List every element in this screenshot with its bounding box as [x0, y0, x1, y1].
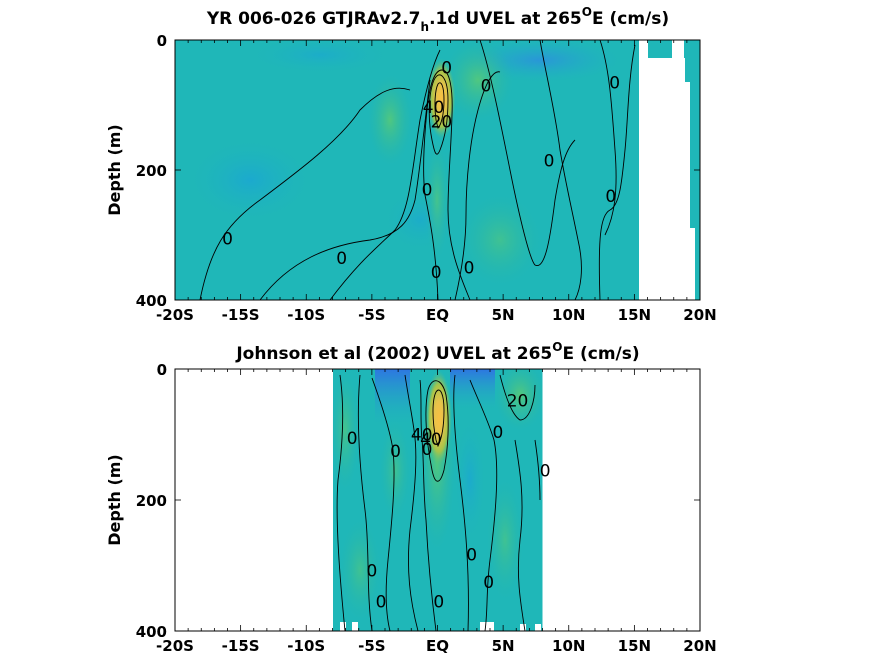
contour-label: 40 [423, 98, 445, 118]
title-superscript: O [552, 340, 562, 354]
contour-label: 0 [431, 263, 442, 283]
panel-obs-x-axis: -20S -15S -10S -5S EQ 5N 10N 15N 20N [156, 369, 717, 655]
contour-label: 20 [431, 112, 453, 132]
contour-label: 0 [441, 58, 452, 78]
title-subscript: h [421, 20, 430, 34]
contour-label: 0 [347, 429, 358, 449]
x-tick-label: -5S [358, 306, 385, 324]
y-tick-label: 200 [136, 492, 167, 510]
contour-label: 0 [422, 440, 433, 460]
contour-label: 0 [376, 593, 387, 613]
panel-obs-ylabel: Depth (m) [105, 454, 124, 546]
panel-model-contours [199, 39, 636, 301]
contour-label: 0 [540, 462, 551, 482]
panel-model-x-axis: -20S -15S -10S -5S EQ 5N 10N 15N 20N [156, 40, 717, 324]
x-tick-label: -10S [287, 637, 325, 655]
contour-label: 0 [366, 562, 377, 582]
panel-model-field [175, 40, 700, 300]
panel-model: YR 006-026 GTJRAv2.7h.1d UVEL at 265OE (… [105, 5, 717, 324]
title-superscript: O [582, 5, 592, 19]
y-tick-label: 0 [157, 32, 167, 50]
x-tick-label: 10N [552, 637, 585, 655]
contour-label: 0 [433, 593, 444, 613]
contour-label: 40 [411, 426, 433, 446]
panel-obs-title: Johnson et al (2002) UVEL at 265OE (cm/s… [235, 340, 639, 364]
x-tick-label: -15S [222, 637, 260, 655]
jet-core [425, 370, 452, 467]
contour-label: 0 [605, 187, 616, 207]
x-tick-label: 5N [492, 637, 515, 655]
y-tick-label: 400 [136, 623, 167, 641]
x-tick-label: -15S [222, 306, 260, 324]
panel-model-ylabel: Depth (m) [105, 124, 124, 216]
contour-label: 0 [483, 573, 494, 593]
panel-obs: Johnson et al (2002) UVEL at 265OE (cm/s… [105, 340, 717, 655]
x-tick-label: 10N [552, 306, 585, 324]
x-tick-label: EQ [426, 306, 449, 324]
contour-label: 0 [481, 77, 492, 97]
y-tick-label: 400 [136, 292, 167, 310]
contour-label: 0 [544, 151, 555, 171]
contour-label: 40 [420, 430, 442, 450]
x-tick-label: 15N [618, 637, 651, 655]
panel-obs-field [332, 369, 543, 631]
contour-label: 0 [390, 442, 401, 462]
contour-label: 0 [466, 545, 477, 565]
x-tick-label: -20S [156, 637, 194, 655]
contour-label: 20 [507, 391, 529, 411]
title-main: Johnson et al (2002) UVEL at 265 [235, 344, 552, 364]
contour-label: 0 [492, 423, 503, 443]
x-tick-label: 20N [683, 306, 716, 324]
title-end: E (cm/s) [562, 344, 639, 364]
x-tick-label: -5S [358, 637, 385, 655]
x-tick-label: -10S [287, 306, 325, 324]
x-tick-label: -20S [156, 306, 194, 324]
panel-obs-contours [336, 374, 541, 632]
x-tick-label: EQ [426, 637, 449, 655]
contour-label: 0 [464, 259, 475, 279]
contour-label: 0 [336, 249, 347, 269]
panel-model-title: YR 006-026 GTJRAv2.7h.1d UVEL at 265OE (… [206, 5, 669, 34]
x-tick-label: 15N [618, 306, 651, 324]
title-main: YR 006-026 GTJRAv2.7 [206, 9, 421, 29]
contour-label: 0 [609, 73, 620, 93]
x-tick-label: 5N [492, 306, 515, 324]
y-tick-label: 200 [136, 162, 167, 180]
x-tick-label: 20N [683, 637, 716, 655]
contour-label: 0 [222, 229, 233, 249]
title-end: E (cm/s) [592, 9, 669, 29]
title-rest: .1d UVEL at 265 [429, 9, 582, 29]
contour-label: 0 [422, 181, 433, 201]
y-tick-label: 0 [157, 361, 167, 379]
